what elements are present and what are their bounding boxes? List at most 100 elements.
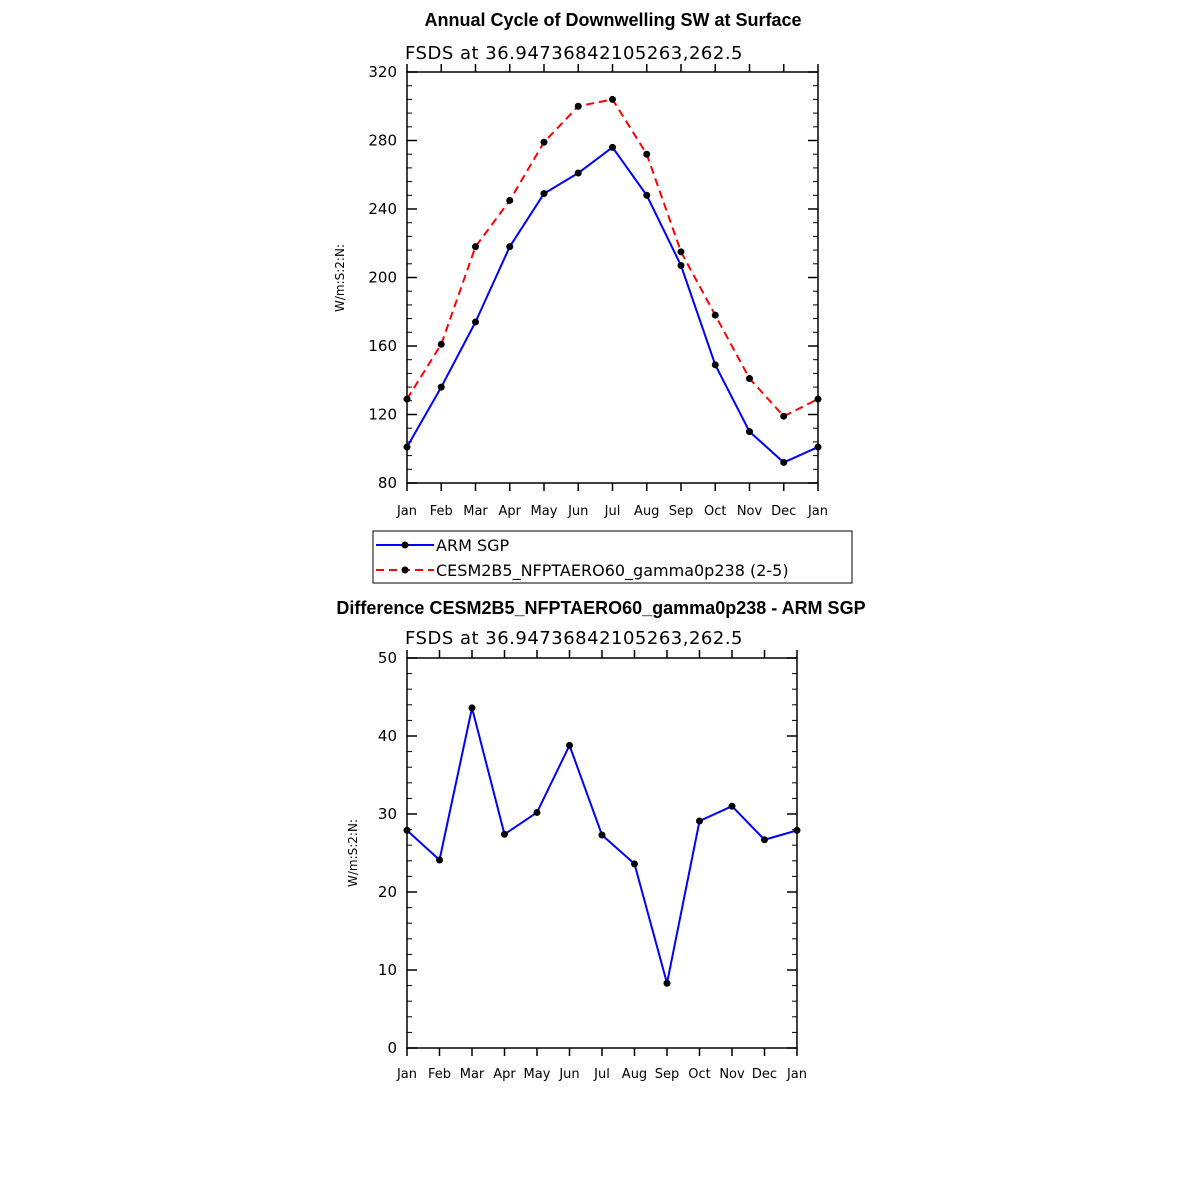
x-tick-label: Oct bbox=[688, 1067, 710, 1082]
legend-label-arm-sgp: ARM SGP bbox=[436, 536, 510, 555]
data-point bbox=[761, 836, 768, 844]
x-tick-label: Sep bbox=[669, 504, 694, 519]
x-tick-label: Jun bbox=[558, 1067, 579, 1082]
axes: 80 120 160 200 240 280 320 Jan Feb Mar Apr May Jun Ju… bbox=[368, 63, 828, 519]
plot-frame bbox=[406, 71, 819, 484]
x-tick-label: Feb bbox=[430, 504, 453, 519]
x-tick-label: Apr bbox=[493, 1067, 516, 1082]
y-tick-label: 160 bbox=[368, 337, 397, 355]
data-point bbox=[814, 395, 822, 403]
axes: 0 10 20 30 40 50 Jan Feb Mar Apr May Jun Jul Aug Sep Oc… bbox=[378, 649, 807, 1082]
data-point bbox=[746, 375, 753, 383]
data-point bbox=[696, 817, 703, 825]
y-tick-label: 30 bbox=[378, 805, 397, 823]
annual-cycle-chart: Annual Cycle of Downwelling SW at Surfac… bbox=[333, 10, 828, 519]
data-point bbox=[403, 826, 411, 834]
series-group bbox=[403, 704, 801, 987]
data-point bbox=[643, 150, 651, 158]
y-tick-label: 40 bbox=[378, 727, 397, 745]
chart-title: Difference CESM2B5_NFPTAERO60_gamma0p238… bbox=[336, 598, 865, 618]
data-point bbox=[403, 395, 411, 403]
data-point bbox=[472, 243, 479, 251]
x-tick-label: Aug bbox=[634, 504, 659, 519]
chart-title: Annual Cycle of Downwelling SW at Surfac… bbox=[424, 10, 801, 30]
y-tick-label: 10 bbox=[378, 961, 397, 979]
data-point bbox=[780, 412, 788, 420]
data-point bbox=[609, 95, 616, 103]
legend-box bbox=[372, 530, 853, 584]
data-point bbox=[506, 243, 514, 251]
data-point bbox=[437, 383, 445, 391]
x-tick-label: May bbox=[524, 1067, 551, 1082]
series-line bbox=[406, 146, 819, 464]
x-tick-label: Oct bbox=[704, 504, 726, 519]
data-point bbox=[436, 856, 443, 864]
x-tick-label: Apr bbox=[499, 504, 522, 519]
data-point bbox=[793, 826, 801, 834]
data-point bbox=[609, 143, 616, 151]
data-point bbox=[677, 262, 685, 270]
difference-chart: Difference CESM2B5_NFPTAERO60_gamma0p238… bbox=[336, 598, 865, 1082]
data-point bbox=[403, 443, 411, 451]
x-tick-label: Aug bbox=[622, 1067, 647, 1082]
plot-frame bbox=[406, 657, 798, 1049]
x-tick-label: Sep bbox=[655, 1067, 680, 1082]
x-tick-label: Jan bbox=[807, 504, 828, 519]
data-point bbox=[437, 340, 445, 348]
data-point bbox=[574, 169, 582, 177]
data-point bbox=[728, 802, 736, 810]
data-point bbox=[746, 428, 753, 436]
x-tick-label: Nov bbox=[719, 1067, 745, 1082]
x-tick-label: Dec bbox=[771, 504, 796, 519]
data-point bbox=[540, 138, 548, 146]
data-point bbox=[780, 458, 788, 466]
data-point bbox=[574, 102, 582, 110]
x-tick-label: Jan bbox=[396, 504, 417, 519]
legend-marker-cesm bbox=[401, 566, 409, 574]
x-tick-label: Feb bbox=[428, 1067, 451, 1082]
y-tick-label: 80 bbox=[378, 474, 397, 492]
chart-subtitle: FSDS at 36.94736842105263,262.5 bbox=[405, 43, 743, 64]
data-point bbox=[566, 741, 573, 749]
x-tick-label: Jan bbox=[396, 1067, 417, 1082]
x-tick-label: Jul bbox=[604, 504, 621, 519]
y-axis-label: W/m:S:2:N: bbox=[333, 244, 347, 312]
data-point bbox=[643, 191, 651, 199]
x-tick-label: May bbox=[531, 504, 558, 519]
y-tick-label: 120 bbox=[368, 406, 397, 424]
data-point bbox=[598, 831, 606, 839]
data-point bbox=[501, 830, 508, 838]
data-point bbox=[472, 318, 479, 326]
x-tick-label: Mar bbox=[463, 504, 488, 519]
x-tick-label: Dec bbox=[752, 1067, 777, 1082]
data-point bbox=[677, 248, 685, 256]
data-point bbox=[711, 361, 719, 369]
y-tick-label: 280 bbox=[368, 132, 397, 150]
y-tick-label: 50 bbox=[378, 649, 397, 667]
data-point bbox=[711, 311, 719, 319]
y-tick-label: 320 bbox=[368, 63, 397, 81]
legend-marker-arm-sgp bbox=[401, 541, 409, 549]
x-tick-label: Mar bbox=[460, 1067, 485, 1082]
data-point bbox=[540, 190, 548, 198]
x-tick-label: Jun bbox=[567, 504, 588, 519]
data-point bbox=[663, 979, 671, 987]
x-tick-label: Jan bbox=[786, 1067, 807, 1082]
y-axis-label: W/m:S:2:N: bbox=[346, 819, 360, 887]
legend: ARM SGP CESM2B5_NFPTAERO60_gamma0p238 (2… bbox=[372, 530, 853, 584]
data-point bbox=[506, 196, 514, 204]
y-tick-label: 20 bbox=[378, 883, 397, 901]
legend-label-cesm: CESM2B5_NFPTAERO60_gamma0p238 (2-5) bbox=[436, 561, 789, 581]
series-line bbox=[406, 706, 798, 985]
data-point bbox=[468, 704, 476, 712]
y-tick-label: 200 bbox=[368, 269, 397, 287]
data-point bbox=[631, 860, 638, 868]
data-point bbox=[814, 443, 822, 451]
x-tick-label: Jul bbox=[593, 1067, 610, 1082]
x-tick-label: Nov bbox=[737, 504, 763, 519]
y-tick-label: 240 bbox=[368, 200, 397, 218]
series-group bbox=[403, 95, 822, 466]
y-tick-label: 0 bbox=[387, 1039, 397, 1057]
data-point bbox=[533, 808, 541, 816]
